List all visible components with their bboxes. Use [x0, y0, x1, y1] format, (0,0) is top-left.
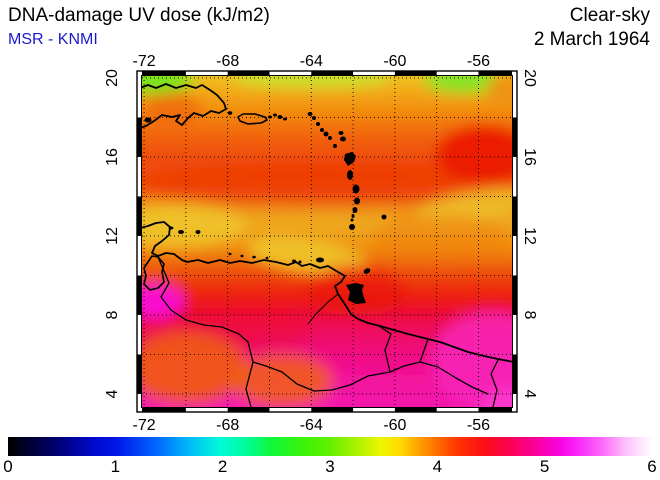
lat-tick-label-right: 20 — [521, 69, 538, 87]
lon-tick-label-bottom: -60 — [383, 417, 407, 434]
lon-tick-label-bottom: -64 — [299, 417, 323, 434]
lon-tick-label-bottom: -72 — [132, 417, 156, 434]
lat-tick-label-left: 16 — [104, 148, 121, 166]
colorbar-tick-label: 0 — [3, 457, 13, 476]
page-title: DNA-damage UV dose (kJ/m2) — [8, 5, 270, 26]
lat-tick-label-left: 8 — [104, 310, 121, 320]
lat-tick-label-left: 12 — [104, 227, 121, 245]
island-trinidad — [346, 283, 366, 304]
country-borders — [157, 256, 499, 407]
colorbar — [8, 437, 652, 456]
lon-tick-label-top: -72 — [132, 53, 156, 70]
lon-tick-label-top: -56 — [466, 53, 491, 70]
coastline-hispaniola — [142, 83, 227, 129]
lon-tick-label-top: -68 — [216, 53, 240, 70]
colorbar-tick-label: 3 — [325, 457, 335, 476]
lake-maracaibo — [143, 255, 165, 291]
colorbar-tick-label: 5 — [539, 457, 550, 476]
lat-tick-label-left: 4 — [104, 389, 121, 399]
lon-tick-label-bottom: -68 — [216, 417, 240, 434]
sky-condition-label: Clear-sky — [569, 5, 650, 26]
island-mona — [227, 111, 233, 115]
map-plot — [136, 70, 518, 413]
lat-tick-label-right: 12 — [521, 227, 538, 245]
date-label: 2 March 1964 — [533, 29, 650, 50]
lon-tick-label-top: -64 — [299, 53, 323, 70]
coastline-south-america — [142, 221, 512, 363]
river-orinoco — [307, 293, 339, 325]
lesser-antilles-islands — [168, 112, 387, 274]
dose-field — [142, 76, 512, 407]
colorbar-tick-label: 1 — [110, 457, 121, 476]
lon-tick-label-bottom: -56 — [466, 417, 491, 434]
lon-tick-label-top: -60 — [383, 53, 407, 70]
lat-tick-label-right: 8 — [521, 310, 538, 320]
lat-tick-label-right: 4 — [521, 389, 538, 399]
lat-tick-label-right: 16 — [521, 148, 538, 166]
map-frame — [136, 70, 518, 413]
graticule — [142, 76, 512, 407]
data-source-label: MSR - KNMI — [8, 31, 98, 48]
colorbar-tick-label: 2 — [217, 457, 228, 476]
coastline-puerto-rico — [237, 113, 268, 125]
colorbar-tick-label: 6 — [647, 457, 657, 476]
colorbar-tick-label: 4 — [432, 457, 443, 476]
lat-tick-label-left: 20 — [104, 69, 121, 87]
island-gonave — [144, 117, 152, 123]
